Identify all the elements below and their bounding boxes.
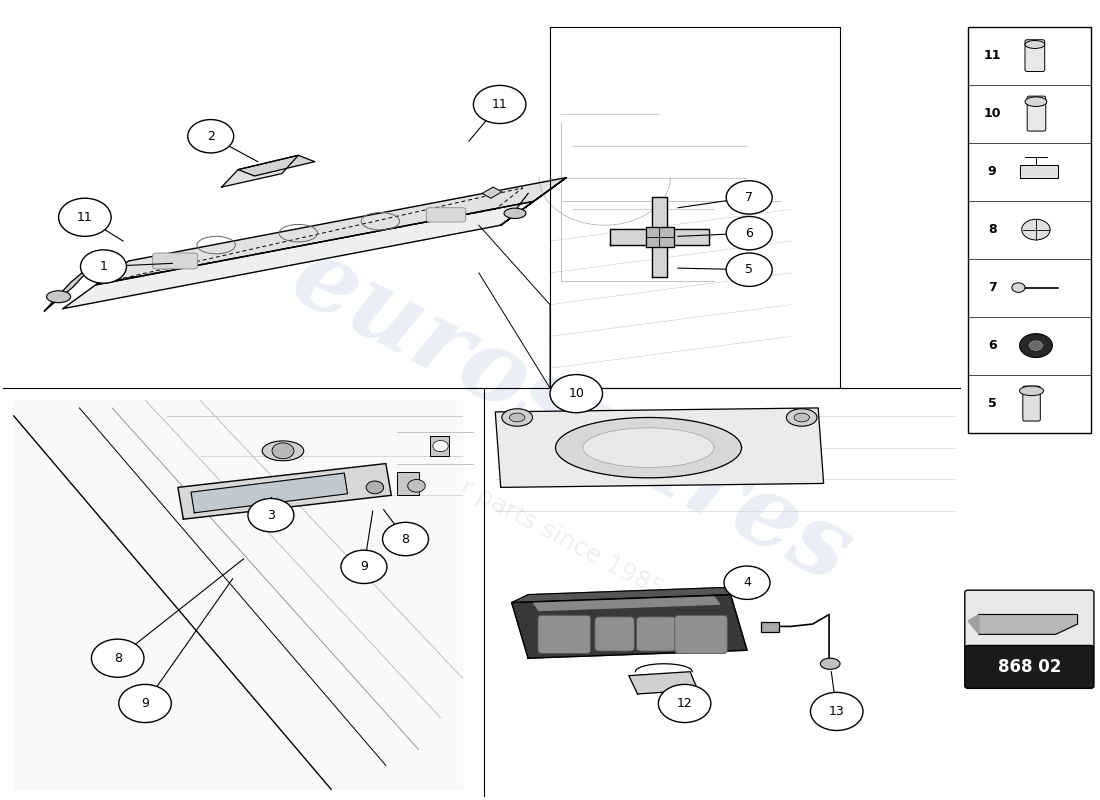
FancyBboxPatch shape (761, 622, 779, 632)
Text: 3: 3 (267, 509, 275, 522)
FancyBboxPatch shape (1023, 386, 1041, 421)
FancyBboxPatch shape (968, 26, 1091, 433)
Ellipse shape (1012, 283, 1025, 292)
Text: 8: 8 (988, 223, 997, 236)
Text: 10: 10 (983, 107, 1001, 120)
Circle shape (80, 250, 126, 283)
Text: a passion for parts since 1985: a passion for parts since 1985 (322, 404, 668, 602)
Ellipse shape (504, 208, 526, 218)
Polygon shape (96, 178, 566, 285)
Ellipse shape (502, 409, 532, 426)
Polygon shape (63, 202, 534, 309)
FancyBboxPatch shape (1025, 40, 1045, 71)
Polygon shape (13, 400, 462, 790)
Polygon shape (610, 229, 708, 245)
Polygon shape (512, 594, 747, 658)
Circle shape (119, 685, 172, 722)
Text: 5: 5 (745, 263, 754, 276)
Ellipse shape (1025, 41, 1045, 49)
Polygon shape (647, 227, 673, 247)
FancyBboxPatch shape (595, 617, 635, 651)
Ellipse shape (1022, 219, 1050, 240)
Polygon shape (968, 614, 979, 634)
Circle shape (366, 481, 384, 494)
Text: 5: 5 (988, 397, 997, 410)
Text: 11: 11 (77, 210, 92, 224)
Text: 9: 9 (988, 165, 997, 178)
FancyBboxPatch shape (965, 590, 1093, 648)
Ellipse shape (794, 413, 810, 422)
Ellipse shape (262, 441, 304, 461)
Polygon shape (482, 187, 502, 198)
Circle shape (550, 374, 603, 413)
Circle shape (408, 479, 426, 492)
Circle shape (188, 119, 233, 153)
Text: 9: 9 (360, 560, 367, 574)
Polygon shape (191, 473, 348, 513)
Polygon shape (222, 155, 298, 187)
Polygon shape (652, 198, 667, 277)
Circle shape (272, 443, 294, 458)
FancyBboxPatch shape (1027, 96, 1046, 131)
Text: 868 02: 868 02 (998, 658, 1062, 676)
Circle shape (726, 181, 772, 214)
Text: 11: 11 (492, 98, 507, 111)
FancyBboxPatch shape (965, 646, 1093, 688)
FancyBboxPatch shape (153, 253, 198, 269)
Circle shape (383, 522, 429, 556)
Polygon shape (556, 418, 741, 478)
Polygon shape (629, 672, 697, 694)
Ellipse shape (786, 409, 817, 426)
Circle shape (724, 566, 770, 599)
Polygon shape (495, 408, 824, 487)
Text: 9: 9 (141, 697, 149, 710)
Text: 10: 10 (569, 387, 584, 400)
Text: 8: 8 (402, 533, 409, 546)
Polygon shape (583, 428, 714, 467)
Ellipse shape (1025, 97, 1047, 106)
Polygon shape (238, 155, 315, 176)
Ellipse shape (1030, 341, 1043, 350)
Polygon shape (979, 614, 1078, 634)
FancyBboxPatch shape (674, 615, 727, 654)
Text: 13: 13 (829, 705, 845, 718)
Polygon shape (512, 586, 747, 602)
Text: eurospares: eurospares (276, 228, 868, 604)
Polygon shape (500, 178, 566, 226)
Polygon shape (178, 463, 392, 519)
Circle shape (248, 498, 294, 532)
Text: 7: 7 (988, 281, 997, 294)
FancyBboxPatch shape (427, 208, 465, 222)
Ellipse shape (1020, 334, 1053, 358)
Ellipse shape (46, 290, 70, 302)
Circle shape (658, 685, 711, 722)
Circle shape (91, 639, 144, 678)
Ellipse shape (1020, 386, 1044, 396)
Text: 2: 2 (207, 130, 215, 142)
Ellipse shape (821, 658, 840, 670)
FancyBboxPatch shape (397, 471, 419, 495)
Text: 1: 1 (99, 260, 108, 273)
FancyBboxPatch shape (430, 436, 449, 456)
Circle shape (58, 198, 111, 236)
FancyBboxPatch shape (637, 617, 675, 651)
Text: 12: 12 (676, 697, 693, 710)
Text: 6: 6 (988, 339, 997, 352)
Text: 6: 6 (746, 226, 754, 240)
Text: 4: 4 (744, 576, 751, 590)
Text: 8: 8 (113, 652, 122, 665)
Circle shape (726, 217, 772, 250)
Text: 11: 11 (983, 49, 1001, 62)
Text: 7: 7 (745, 191, 754, 204)
Polygon shape (1020, 166, 1058, 178)
Circle shape (433, 441, 448, 452)
Circle shape (811, 692, 864, 730)
Circle shape (473, 86, 526, 123)
Circle shape (341, 550, 387, 583)
Circle shape (726, 253, 772, 286)
FancyBboxPatch shape (538, 615, 591, 654)
Ellipse shape (509, 413, 525, 422)
Polygon shape (44, 258, 99, 311)
Polygon shape (534, 597, 719, 610)
